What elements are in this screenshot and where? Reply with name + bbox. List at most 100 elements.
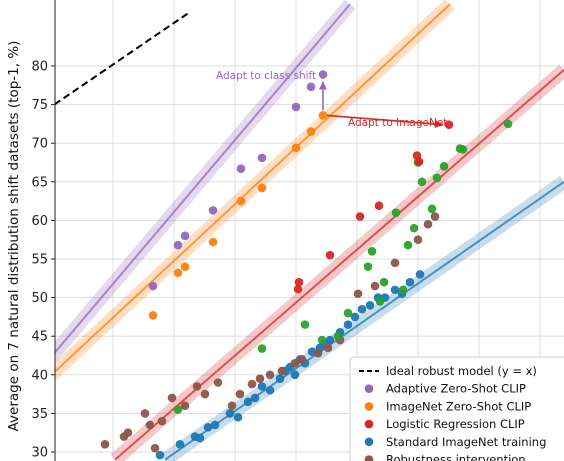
point-logistic-2 [325,250,335,260]
point-standard-29 [390,285,400,295]
point-standard-5 [210,420,220,430]
point-robust-14 [247,379,257,389]
point-green-6 [363,262,373,272]
point-robust-24 [370,281,380,291]
y-tick-label: 75 [31,98,48,113]
y-tick-label: 80 [31,60,48,75]
y-tick-label: 30 [31,446,48,461]
y-tick-label: 55 [31,253,48,268]
legend-box [349,356,564,461]
point-green-10 [391,208,401,217]
point-green-11 [398,285,408,295]
point-green-18 [439,162,449,171]
legend-label-logistic: Logistic Regression CLIP [386,417,525,431]
point-standard-4 [203,422,213,432]
point-adaptive-3 [208,206,218,215]
point-zeroshot-0 [148,311,158,320]
y-tick-label: 65 [31,175,48,190]
point-standard-26 [365,301,375,310]
point-standard-21 [325,335,335,345]
point-logistic-7 [444,120,454,129]
point-standard-8 [243,397,253,407]
point-logistic-3 [355,212,365,221]
point-standard-10 [257,382,267,391]
point-robust-4 [145,420,155,430]
y-axis: 30 35 40 45 50 55 60 65 70 75 80 Average on 7 natur… [6,0,56,461]
point-logistic-1 [294,277,304,287]
point-zeroshot-1 [173,268,183,278]
point-standard-12 [275,374,285,383]
point-robust-13 [235,389,245,399]
point-green-16 [427,204,437,214]
point-green-20 [458,145,468,154]
point-robust-20 [313,348,323,358]
point-green-7 [367,246,377,256]
point-zeroshot-5 [257,183,267,193]
point-standard-24 [350,312,360,322]
point-green-2 [300,320,310,329]
point-robust-28 [430,212,440,221]
legend-marker-adaptive [364,384,374,394]
point-green-8 [375,297,385,306]
legend-marker-standard [364,437,374,447]
point-green-17 [432,173,442,183]
point-standard-3 [195,433,205,443]
point-green-13 [409,223,419,233]
point-adaptive-8 [318,70,328,79]
point-robust-15 [255,374,265,383]
y-tick-label: 60 [31,214,48,229]
y-tick-label: 40 [31,368,48,383]
fit-line-zeroshot [55,3,451,373]
arrow-class-shift-head [319,81,327,90]
y-tick-label: 50 [31,291,48,306]
point-adaptive-0 [148,281,158,291]
legend-label-ideal: Ideal robust model (y = x) [386,364,537,378]
annotation-imagenet: Adapt to ImageNet [348,117,447,129]
point-adaptive-2 [180,231,190,241]
legend-marker-logistic [364,419,374,429]
y-axis-label: Average on 7 natural distribution shift … [6,41,22,432]
point-green-4 [333,331,343,341]
point-logistic-0 [293,284,303,294]
point-standard-15 [290,370,300,380]
legend-marker-zeroshot [364,402,374,411]
point-robust-10 [200,389,210,399]
data-points [100,70,513,460]
point-robust-18 [290,358,300,368]
point-adaptive-4 [236,164,246,173]
legend-label-standard: Standard ImageNet training [386,435,546,449]
point-standard-25 [357,304,367,314]
point-robust-17 [277,366,287,376]
arrow-imagenet-head [434,120,443,129]
legend-label-robust: Robustness intervention [386,453,526,461]
point-standard-11 [265,385,275,395]
point-robust-25 [390,258,400,268]
annotation-class-shift: Adapt to class shift [216,70,316,82]
point-green-3 [317,335,327,345]
point-robust-21 [323,343,333,353]
point-zeroshot-7 [306,127,316,136]
point-zeroshot-4 [236,196,246,206]
ideal-line [55,11,191,106]
point-robust-26 [413,235,423,244]
point-robust-23 [353,289,363,299]
point-zeroshot-8 [318,111,328,120]
point-robust-12 [227,401,237,410]
point-zeroshot-6 [291,143,301,153]
y-tick-label: 45 [31,330,48,345]
point-robust-11 [213,378,223,387]
point-robust-3 [140,409,150,418]
point-adaptive-6 [291,102,301,112]
point-green-0 [173,405,183,414]
point-green-1 [257,344,267,353]
y-tick-label: 70 [31,137,48,152]
legend-label-adaptive: Adaptive Zero-Shot CLIP [386,382,526,396]
point-green-9 [379,277,389,287]
point-green-21 [503,119,513,129]
y-tick-label: 35 [31,407,48,422]
point-green-12 [403,240,413,250]
point-robust-27 [423,219,433,229]
point-standard-6 [225,409,235,418]
point-standard-9 [250,393,260,403]
